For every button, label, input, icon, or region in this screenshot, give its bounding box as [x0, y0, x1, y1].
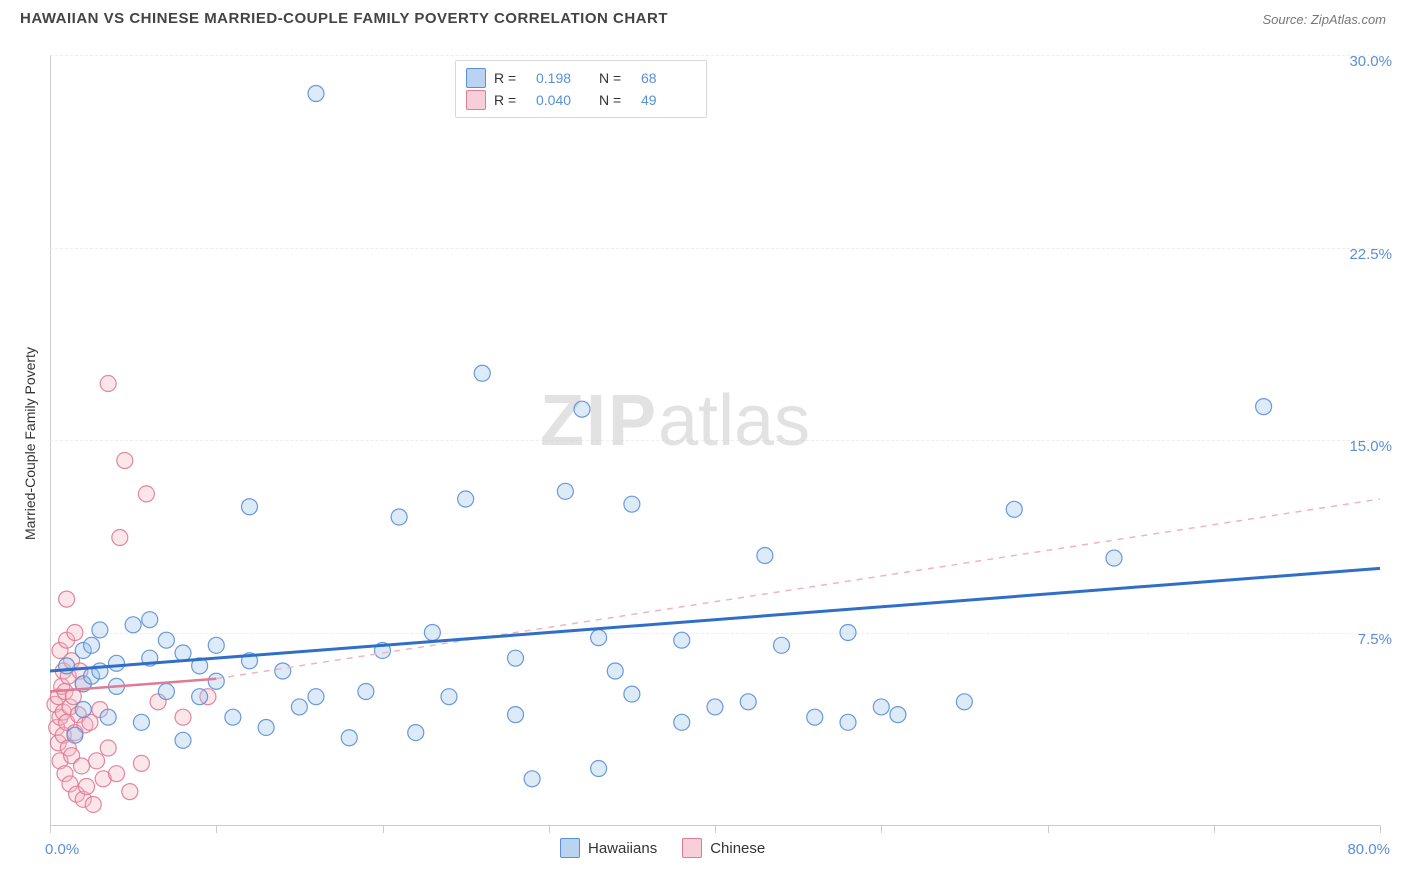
legend-series: Hawaiians Chinese: [560, 838, 765, 858]
data-point-hawaiians: [158, 632, 174, 648]
data-point-hawaiians: [175, 732, 191, 748]
r-value: 0.198: [536, 70, 591, 86]
data-point-hawaiians: [707, 699, 723, 715]
data-point-hawaiians: [100, 709, 116, 725]
data-point-hawaiians: [557, 483, 573, 499]
data-point-hawaiians: [225, 709, 241, 725]
data-point-hawaiians: [125, 617, 141, 633]
data-point-hawaiians: [873, 699, 889, 715]
data-point-hawaiians: [591, 761, 607, 777]
data-point-chinese: [59, 591, 75, 607]
data-point-hawaiians: [840, 714, 856, 730]
data-point-hawaiians: [1006, 501, 1022, 517]
data-point-chinese: [112, 530, 128, 546]
data-point-hawaiians: [358, 684, 374, 700]
data-point-chinese: [117, 453, 133, 469]
data-point-chinese: [89, 753, 105, 769]
data-point-chinese: [67, 625, 83, 641]
data-point-hawaiians: [208, 637, 224, 653]
data-point-hawaiians: [158, 684, 174, 700]
data-point-hawaiians: [391, 509, 407, 525]
legend-stats-row: R = 0.198 N = 68: [466, 67, 696, 89]
legend-item: Hawaiians: [560, 838, 657, 858]
data-point-hawaiians: [591, 630, 607, 646]
data-point-hawaiians: [807, 709, 823, 725]
data-point-hawaiians: [840, 625, 856, 641]
legend-label: Hawaiians: [588, 840, 657, 857]
legend-stats-row: R = 0.040 N = 49: [466, 89, 696, 111]
data-point-hawaiians: [308, 86, 324, 102]
scatter-plot: [0, 0, 1406, 892]
data-point-hawaiians: [624, 496, 640, 512]
legend-label: Chinese: [710, 840, 765, 857]
data-point-chinese: [100, 740, 116, 756]
data-point-hawaiians: [341, 730, 357, 746]
data-point-chinese: [109, 766, 125, 782]
data-point-hawaiians: [175, 645, 191, 661]
data-point-hawaiians: [441, 689, 457, 705]
data-point-hawaiians: [674, 632, 690, 648]
n-label: N =: [599, 70, 633, 86]
data-point-hawaiians: [508, 707, 524, 723]
data-point-hawaiians: [607, 663, 623, 679]
r-label: R =: [494, 92, 528, 108]
legend-swatch: [466, 68, 486, 88]
n-value: 49: [641, 92, 696, 108]
data-point-hawaiians: [774, 637, 790, 653]
data-point-hawaiians: [740, 694, 756, 710]
data-point-hawaiians: [291, 699, 307, 715]
data-point-chinese: [74, 758, 90, 774]
legend-swatch: [466, 90, 486, 110]
data-point-hawaiians: [458, 491, 474, 507]
data-point-hawaiians: [674, 714, 690, 730]
legend-stats: R = 0.198 N = 68 R = 0.040 N = 49: [455, 60, 707, 118]
data-point-chinese: [138, 486, 154, 502]
data-point-hawaiians: [956, 694, 972, 710]
data-point-hawaiians: [142, 612, 158, 628]
data-point-hawaiians: [424, 625, 440, 641]
data-point-hawaiians: [624, 686, 640, 702]
n-label: N =: [599, 92, 633, 108]
data-point-hawaiians: [109, 655, 125, 671]
data-point-chinese: [175, 709, 191, 725]
n-value: 68: [641, 70, 696, 86]
data-point-hawaiians: [242, 499, 258, 515]
data-point-hawaiians: [574, 401, 590, 417]
data-point-hawaiians: [408, 725, 424, 741]
data-point-hawaiians: [1106, 550, 1122, 566]
data-point-hawaiians: [890, 707, 906, 723]
data-point-chinese: [100, 376, 116, 392]
legend-swatch: [560, 838, 580, 858]
data-point-hawaiians: [1256, 399, 1272, 415]
data-point-hawaiians: [208, 673, 224, 689]
data-point-chinese: [79, 779, 95, 795]
data-point-hawaiians: [524, 771, 540, 787]
data-point-hawaiians: [192, 689, 208, 705]
legend-swatch: [682, 838, 702, 858]
data-point-hawaiians: [757, 548, 773, 564]
data-point-hawaiians: [75, 702, 91, 718]
legend-item: Chinese: [682, 838, 765, 858]
data-point-hawaiians: [67, 727, 83, 743]
data-point-chinese: [133, 755, 149, 771]
data-point-hawaiians: [275, 663, 291, 679]
data-point-hawaiians: [508, 650, 524, 666]
data-point-hawaiians: [474, 365, 490, 381]
data-point-chinese: [122, 784, 138, 800]
r-value: 0.040: [536, 92, 591, 108]
data-point-chinese: [85, 796, 101, 812]
data-point-hawaiians: [84, 637, 100, 653]
data-point-hawaiians: [308, 689, 324, 705]
r-label: R =: [494, 70, 528, 86]
data-point-hawaiians: [258, 719, 274, 735]
data-point-hawaiians: [92, 622, 108, 638]
data-point-hawaiians: [133, 714, 149, 730]
